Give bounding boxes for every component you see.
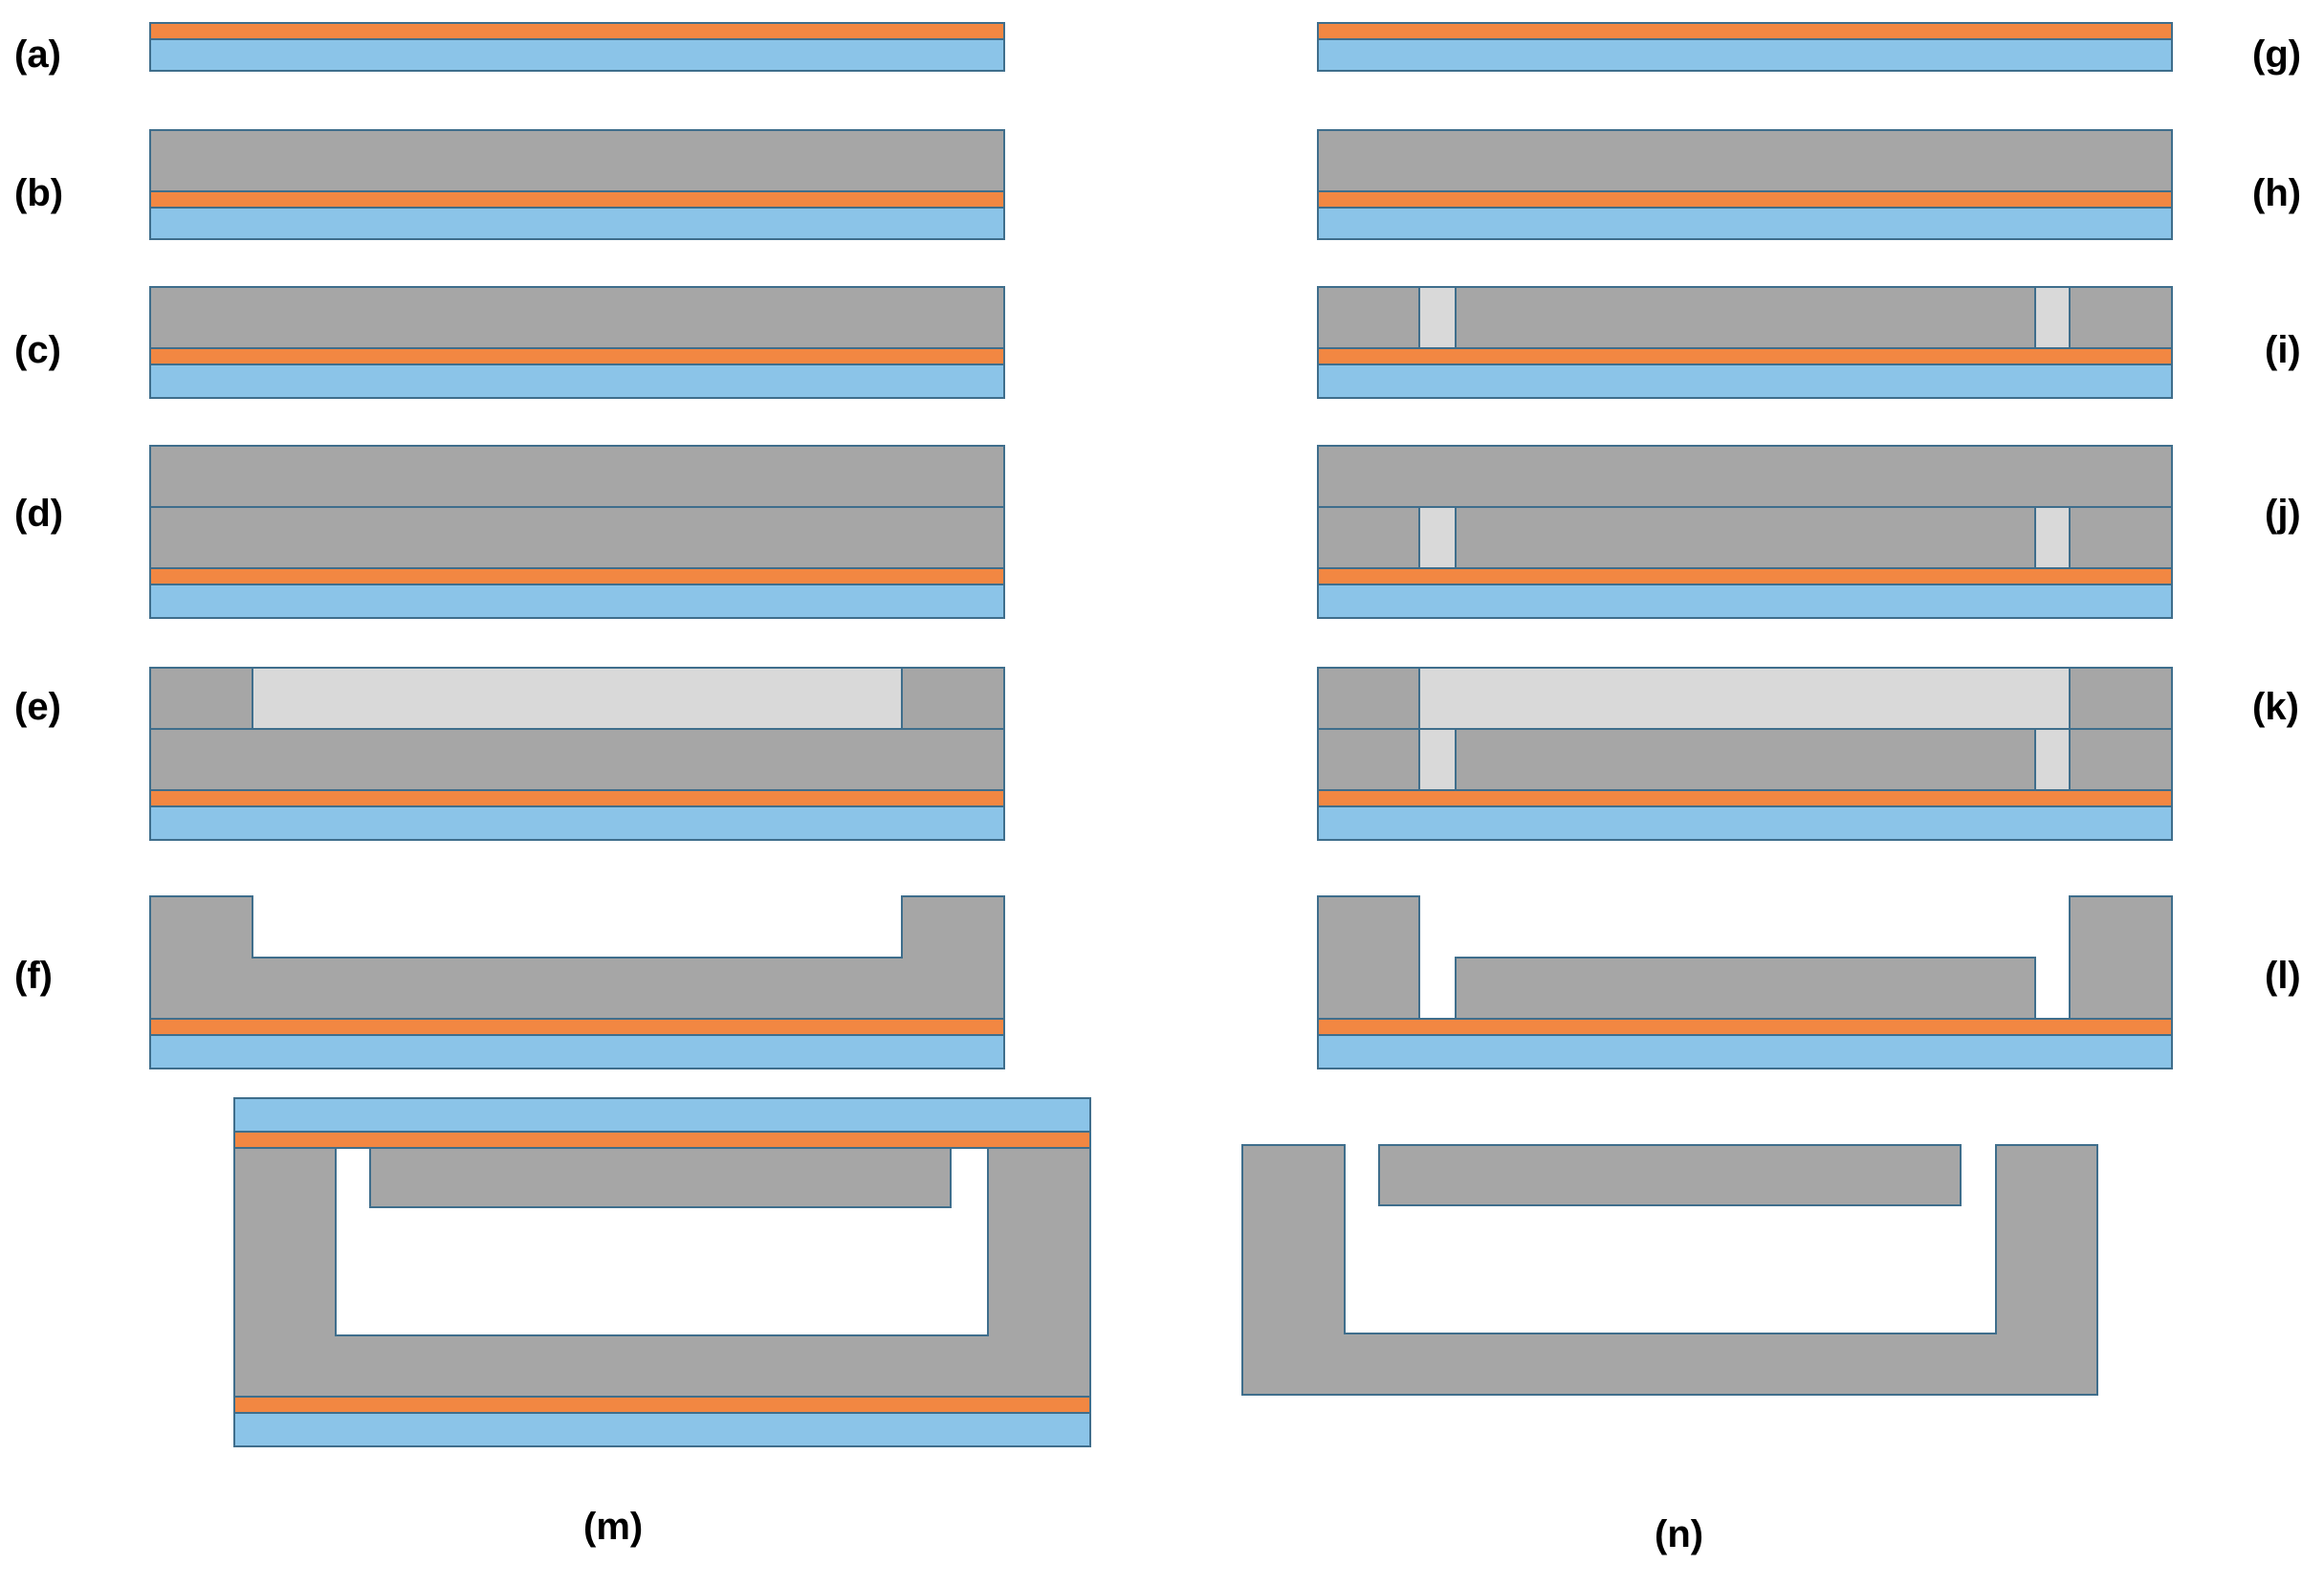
sacrificial-gap-right (2034, 506, 2071, 569)
step-n (1241, 1144, 2098, 1396)
substrate (149, 38, 1005, 72)
gray-plate (1378, 1144, 1962, 1206)
orange-layer (1317, 190, 2173, 209)
gray-cavity-base (149, 895, 1005, 1020)
sacrificial-gap-right (2034, 728, 2071, 791)
label-a: (a) (14, 33, 61, 76)
gray-block-left (1317, 667, 1420, 730)
sacrificial-gap-right (2034, 286, 2071, 349)
gray-layer (1317, 129, 2173, 192)
label-k: (k) (2252, 686, 2299, 728)
gray-layer (1317, 286, 2173, 349)
label-n: (n) (1655, 1513, 1703, 1555)
orange-layer (149, 567, 1005, 585)
step-e (149, 667, 1005, 841)
label-h: (h) (2252, 172, 2301, 214)
gray-plate (1455, 957, 2036, 1020)
gray-layer-bottom (149, 506, 1005, 569)
step-d (149, 445, 1005, 619)
step-l (1317, 895, 2173, 1069)
gray-cavity-base (1241, 1144, 2098, 1396)
gray-plate (369, 1147, 952, 1208)
label-g: (g) (2252, 33, 2301, 76)
substrate (1317, 805, 2173, 841)
gray-layer (149, 286, 1005, 349)
orange-layer (149, 1018, 1005, 1036)
orange-layer (149, 347, 1005, 365)
substrate (1317, 364, 2173, 399)
substrate (149, 805, 1005, 841)
orange-layer (1317, 567, 2173, 585)
substrate (149, 1034, 1005, 1069)
gray-layer (149, 129, 1005, 192)
sacrificial-gap-left (1418, 506, 1457, 569)
label-f: (f) (14, 955, 53, 997)
label-j: (j) (2265, 493, 2301, 535)
substrate (149, 584, 1005, 619)
step-j (1317, 445, 2173, 619)
gray-pillar-right (2069, 895, 2173, 1020)
gray-layer-bottom (1317, 506, 2173, 569)
step-c (149, 286, 1005, 399)
sacrificial-gap-left (1418, 286, 1457, 349)
sacrificial-layer (252, 667, 903, 730)
gray-layer-top (149, 445, 1005, 508)
label-d: (d) (14, 493, 63, 535)
gray-block-right (2069, 667, 2173, 730)
orange-layer (1317, 789, 2173, 807)
orange-layer (149, 789, 1005, 807)
bottom-substrate (233, 1412, 1091, 1447)
gray-layer (1317, 728, 2173, 791)
sacrificial-layer (1418, 667, 2071, 730)
label-b: (b) (14, 172, 63, 214)
label-m: (m) (583, 1506, 643, 1548)
substrate (1317, 1034, 2173, 1069)
orange-layer (149, 190, 1005, 209)
substrate (149, 207, 1005, 240)
sacrificial-gap-left (1418, 728, 1457, 791)
step-g (1317, 22, 2173, 72)
label-c: (c) (14, 329, 61, 371)
orange-layer (149, 22, 1005, 40)
gray-pillar-left (1317, 895, 1420, 1020)
label-l: (l) (2265, 955, 2301, 997)
gray-block-left (149, 667, 253, 730)
orange-layer (1317, 22, 2173, 40)
bottom-orange-layer (233, 1396, 1091, 1414)
step-a (149, 22, 1005, 72)
orange-layer (1317, 1018, 2173, 1036)
substrate (1317, 207, 2173, 240)
gray-layer (149, 728, 1005, 791)
label-i: (i) (2265, 329, 2301, 371)
step-f (149, 895, 1005, 1069)
step-k (1317, 667, 2173, 841)
step-b (149, 129, 1005, 240)
step-h (1317, 129, 2173, 240)
top-substrate (233, 1097, 1091, 1133)
substrate (1317, 584, 2173, 619)
label-e: (e) (14, 686, 61, 728)
step-m (233, 1097, 1091, 1447)
substrate (1317, 38, 2173, 72)
orange-layer (1317, 347, 2173, 365)
step-i (1317, 286, 2173, 399)
top-orange-layer (233, 1131, 1091, 1149)
gray-layer-top (1317, 445, 2173, 508)
substrate (149, 364, 1005, 399)
gray-block-right (901, 667, 1005, 730)
